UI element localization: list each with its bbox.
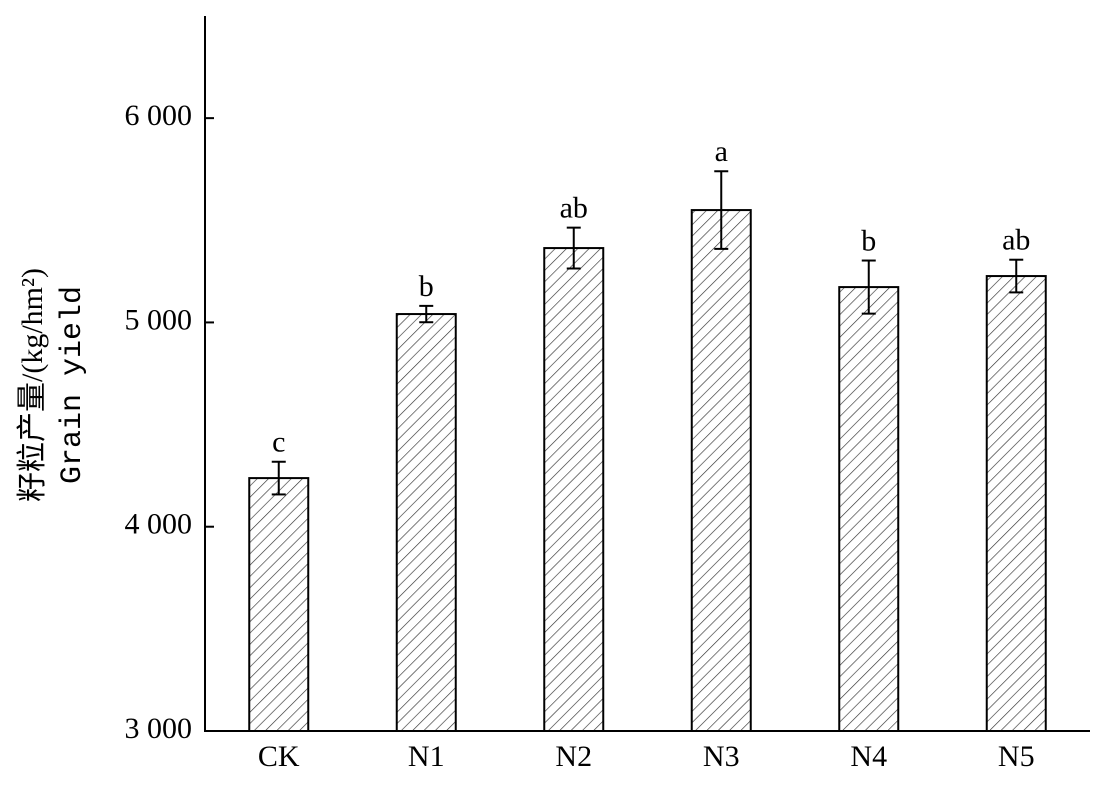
significance-letter: ab [1002,224,1030,257]
significance-letter: c [272,426,285,459]
significance-letter: b [419,270,434,303]
bar-hatch [395,313,457,732]
significance-letter: a [715,135,728,168]
significance-letter: ab [560,192,588,225]
x-tick-label: CK [258,740,300,773]
y-tick-label: 4 000 [125,508,193,541]
bar-hatch [838,286,900,732]
x-tick-label: N1 [408,740,445,773]
x-tick-label: N3 [703,740,740,773]
y-tick-label: 6 000 [125,99,193,132]
x-tick-label: N4 [850,740,887,773]
x-tick-label: N2 [555,740,592,773]
bar-hatch [690,209,752,733]
bar-hatch [985,275,1047,732]
y-tick-label: 3 000 [125,712,193,745]
y-label-en: Grain yield [56,286,90,484]
bar-hatch [543,247,605,732]
bar-hatch [248,477,310,733]
y-label-cn: 籽粒产量/(kg/hm²) [16,268,49,502]
y-tick-label: 5 000 [125,303,193,336]
x-tick-label: N5 [998,740,1035,773]
y-axis-title: 籽粒产量/(kg/hm²) Grain yield [16,268,90,502]
significance-letter: b [861,224,876,257]
